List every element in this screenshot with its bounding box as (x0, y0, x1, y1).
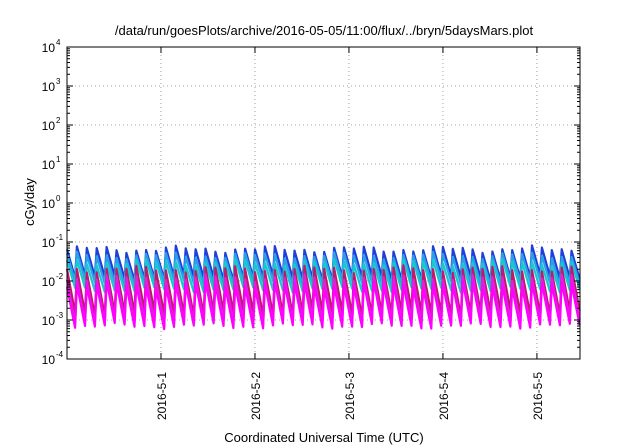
y-tick-exponent: -4 (56, 350, 64, 359)
y-tick-label: 10 (42, 314, 56, 328)
series-lines (65, 244, 581, 331)
y-axis-label: cGy/day (22, 178, 37, 226)
y-tick-label: 10 (42, 41, 56, 55)
x-tick-label: 2016-5-4 (437, 372, 451, 420)
y-tick-label: 10 (42, 275, 56, 289)
x-tick-label: 2016-5-1 (155, 372, 169, 420)
x-tick-label: 2016-5-5 (531, 372, 545, 420)
x-axis-label: Coordinated Universal Time (UTC) (224, 430, 423, 445)
series-line (65, 279, 581, 331)
y-tick-exponent: 2 (56, 116, 61, 125)
y-tick-exponent: -3 (56, 311, 64, 320)
y-tick-label: 10 (42, 236, 56, 250)
x-tick-label: 2016-5-3 (343, 372, 357, 420)
y-tick-label: 10 (42, 119, 56, 133)
y-tick-exponent: 4 (56, 38, 61, 47)
x-tick-label: 2016-5-2 (249, 372, 263, 420)
y-tick-label: 10 (42, 80, 56, 94)
y-tick-label: 10 (42, 197, 56, 211)
y-tick-exponent: -1 (56, 233, 64, 242)
y-tick-label: 10 (42, 158, 56, 172)
chart-title: /data/run/goesPlots/archive/2016-05-05/1… (115, 23, 534, 38)
y-tick-exponent: 0 (56, 194, 61, 203)
y-tick-label: 10 (42, 353, 56, 367)
y-tick-exponent: 3 (56, 77, 61, 86)
y-tick-exponent: -2 (56, 272, 64, 281)
y-tick-exponent: 1 (56, 155, 61, 164)
